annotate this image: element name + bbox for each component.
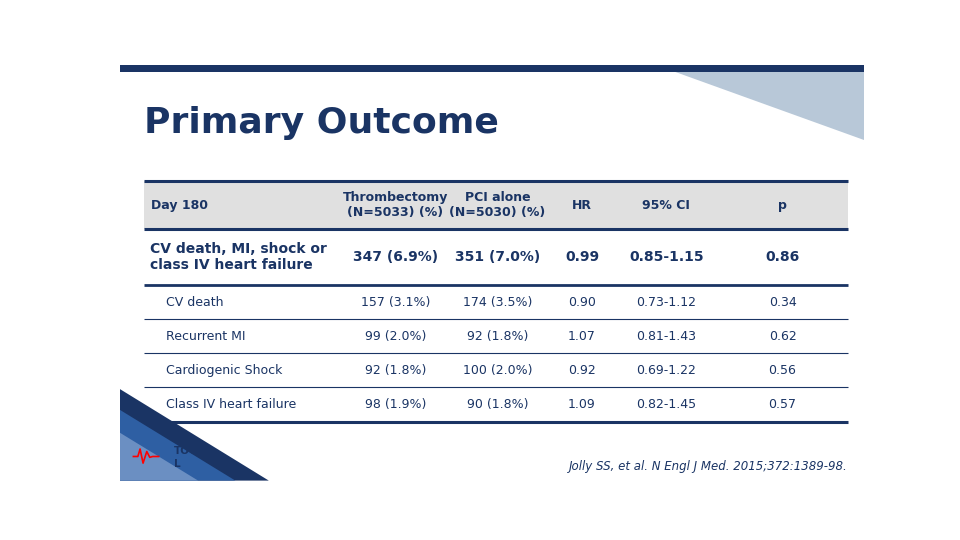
- Text: 99 (2.0%): 99 (2.0%): [365, 330, 426, 343]
- Text: Day 180: Day 180: [152, 199, 208, 212]
- Text: 100 (2.0%): 100 (2.0%): [463, 364, 532, 377]
- Text: HR: HR: [572, 199, 592, 212]
- Text: CV death: CV death: [166, 296, 224, 309]
- Text: PCI alone
(N=5030) (%): PCI alone (N=5030) (%): [449, 191, 545, 219]
- Text: CV death, MI, shock or
class IV heart failure: CV death, MI, shock or class IV heart fa…: [150, 242, 326, 272]
- Text: 98 (1.9%): 98 (1.9%): [365, 398, 426, 411]
- Text: 351 (7.0%): 351 (7.0%): [455, 250, 540, 264]
- Text: 0.57: 0.57: [769, 398, 797, 411]
- Text: Class IV heart failure: Class IV heart failure: [166, 398, 297, 411]
- Text: TOTA: TOTA: [174, 446, 204, 456]
- Text: p: p: [779, 199, 787, 212]
- Polygon shape: [120, 433, 198, 481]
- Text: Cardiogenic Shock: Cardiogenic Shock: [166, 364, 282, 377]
- Polygon shape: [120, 389, 269, 481]
- Text: 92 (1.8%): 92 (1.8%): [467, 330, 528, 343]
- Text: 0.69-1.22: 0.69-1.22: [636, 364, 696, 377]
- Text: 0.56: 0.56: [769, 364, 797, 377]
- Text: 157 (3.1%): 157 (3.1%): [361, 296, 430, 309]
- Text: 0.62: 0.62: [769, 330, 797, 343]
- Text: 0.81-1.43: 0.81-1.43: [636, 330, 696, 343]
- Text: Primary Outcome: Primary Outcome: [144, 106, 498, 140]
- Text: 174 (3.5%): 174 (3.5%): [463, 296, 532, 309]
- Text: Recurrent MI: Recurrent MI: [166, 330, 246, 343]
- Text: 1.09: 1.09: [568, 398, 596, 411]
- Text: Thrombectomy
(N=5033) (%): Thrombectomy (N=5033) (%): [343, 191, 448, 219]
- Text: 0.99: 0.99: [564, 250, 599, 264]
- Text: 0.34: 0.34: [769, 296, 797, 309]
- Text: 0.73-1.12: 0.73-1.12: [636, 296, 696, 309]
- Polygon shape: [656, 65, 864, 140]
- Text: 95% CI: 95% CI: [642, 199, 690, 212]
- Text: 0.82-1.45: 0.82-1.45: [636, 398, 696, 411]
- Text: 0.86: 0.86: [765, 250, 800, 264]
- Text: 1.07: 1.07: [568, 330, 596, 343]
- Text: 92 (1.8%): 92 (1.8%): [365, 364, 426, 377]
- Text: L: L: [174, 459, 180, 469]
- Text: 0.92: 0.92: [568, 364, 596, 377]
- Bar: [120, 65, 864, 72]
- Text: 0.90: 0.90: [568, 296, 596, 309]
- Text: 0.85-1.15: 0.85-1.15: [629, 250, 704, 264]
- Text: Jolly SS, et al. N Engl J Med. 2015;372:1389-98.: Jolly SS, et al. N Engl J Med. 2015;372:…: [569, 460, 848, 473]
- Text: 347 (6.9%): 347 (6.9%): [353, 250, 438, 264]
- Text: 90 (1.8%): 90 (1.8%): [467, 398, 528, 411]
- Polygon shape: [120, 410, 235, 481]
